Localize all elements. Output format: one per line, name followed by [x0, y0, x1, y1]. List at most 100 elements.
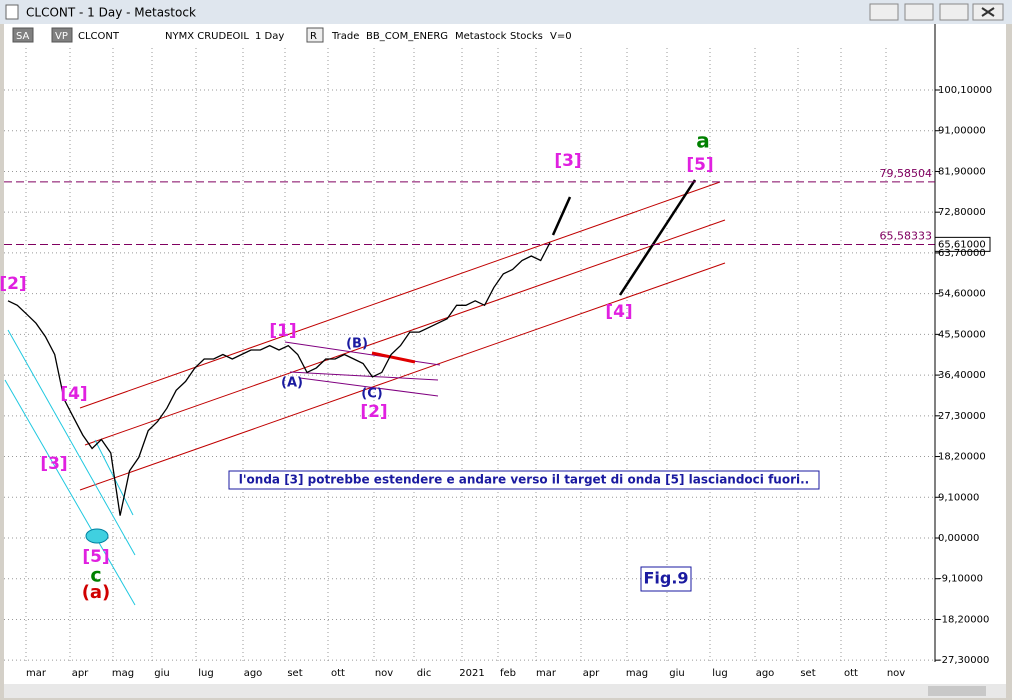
x-tick-label: 2021 [459, 668, 484, 679]
restore-button[interactable] [869, 3, 899, 21]
wave-label: c [90, 565, 101, 587]
y-tick-label: 81,90000 [938, 166, 986, 177]
wave-label: (a) [82, 582, 111, 603]
toolbar-item: CLCONT [78, 31, 120, 42]
y-tick-label: 91,00000 [938, 126, 986, 137]
drawings [4, 179, 726, 606]
chart-area [4, 24, 1006, 662]
bottom-marker [85, 528, 109, 544]
close-icon [981, 7, 995, 17]
figure-box [640, 566, 692, 592]
scroll-thumb[interactable] [928, 686, 986, 696]
last-price-label: 65,61000 [938, 239, 986, 250]
y-tick-label: 72,80000 [938, 207, 986, 218]
x-tick-label: apr [583, 668, 600, 679]
x-tick-label: mar [26, 668, 47, 679]
minimize-button[interactable] [904, 3, 934, 21]
channel-line [79, 181, 721, 409]
y-tick-label: 45,50000 [938, 329, 986, 340]
toolbar-item: Stocks [510, 31, 543, 42]
wave-label: (C) [361, 387, 382, 402]
level-label: 65,58333 [880, 229, 933, 242]
projection [618, 179, 697, 296]
note: l'onda [3] potrebbe estendere e andare v… [239, 473, 810, 487]
y-tick-label: -27,30000 [938, 655, 989, 666]
wave-label: [2] [0, 274, 27, 294]
x-tick-label: ago [756, 668, 775, 679]
x-tick-label: dic [417, 668, 432, 679]
y-tick-label: -18,20000 [938, 614, 989, 625]
y-tick-label: -9,10000 [938, 574, 983, 585]
wave-label: [2] [360, 402, 387, 422]
title-bar [0, 0, 1012, 24]
wave-label: [4] [605, 302, 632, 322]
x-tick-label: mag [112, 668, 134, 679]
figure-label: Fig.9 [643, 569, 688, 588]
toolbar-item: VP [55, 31, 68, 42]
y-tick-label: 18,20000 [938, 452, 986, 463]
x-tick-label: ott [844, 668, 858, 679]
wave-label: [4] [60, 384, 87, 404]
wave-label: [3] [40, 454, 67, 474]
red-marker [371, 351, 416, 364]
channel-line [84, 219, 726, 446]
x-tick-label: mag [626, 668, 648, 679]
y-tick-label: 36,40000 [938, 370, 986, 381]
x-tick-label: set [287, 668, 302, 679]
marks [4, 181, 991, 516]
toolbar-item: Trade [331, 31, 359, 42]
toolbar-item: V=0 [550, 31, 572, 42]
x-tick-label: set [800, 668, 815, 679]
app-icon [5, 4, 19, 20]
scrollbar[interactable] [4, 684, 1006, 698]
channel-line [4, 379, 136, 606]
y-tick-label: 100,10000 [938, 85, 992, 96]
x-tick-label: mar [536, 668, 557, 679]
toolbar-button[interactable] [51, 27, 73, 43]
x-tick-label: giu [669, 668, 684, 679]
maximize-button[interactable] [939, 3, 969, 21]
toolbar-button[interactable] [306, 27, 324, 43]
wave-label: a [696, 129, 710, 153]
wave-label: (B) [346, 337, 368, 352]
x-tick-label: nov [887, 668, 905, 679]
x-tick-label: lug [712, 668, 727, 679]
x-tick-label: ago [244, 668, 263, 679]
projection [551, 196, 572, 236]
toolbar-item: NYMX CRUDEOIL [165, 31, 249, 42]
wave-label: [5] [686, 155, 713, 175]
window-buttons [869, 3, 1004, 21]
labels: 100,10000 91,00000 81,90000 72,80000 63,7000… [0, 85, 992, 679]
y-tick-label: 0,00000 [938, 533, 979, 544]
toolbar-item: SA [16, 31, 30, 42]
grid [4, 24, 940, 662]
toolbar-button[interactable] [12, 27, 34, 43]
y-tick-label: 27,30000 [938, 411, 986, 422]
x-tick-label: apr [72, 668, 89, 679]
wave-label: (A) [281, 376, 303, 391]
last-price-box [934, 236, 991, 252]
channel [79, 181, 726, 491]
toolbar-item: R [310, 31, 317, 42]
channel-line [299, 377, 439, 397]
x-tick-label: lug [198, 668, 213, 679]
y-tick-label: 9,10000 [938, 492, 979, 503]
x-axis [4, 662, 1006, 684]
x-tick-label: feb [500, 668, 516, 679]
channel-line [7, 329, 136, 556]
toolbar-item: Metastock [455, 31, 507, 42]
y-tick-label: 54,60000 [938, 289, 986, 300]
window-title: CLCONT - 1 Day - Metastock [26, 6, 196, 20]
toolbar: SA VP CLCONT NYMX CRUDEOIL 1 Day R Trade BB_COM… [12, 27, 572, 43]
note-box [228, 470, 820, 490]
wave-label: [5] [82, 547, 109, 567]
x-tick-label: ott [331, 668, 345, 679]
price-line [7, 242, 551, 516]
channel-line [79, 262, 726, 491]
level-label: 79,58504 [880, 167, 933, 180]
channel-line [289, 371, 439, 381]
y-tick-label: 63,70000 [938, 248, 986, 259]
x-tick-label: giu [154, 668, 169, 679]
